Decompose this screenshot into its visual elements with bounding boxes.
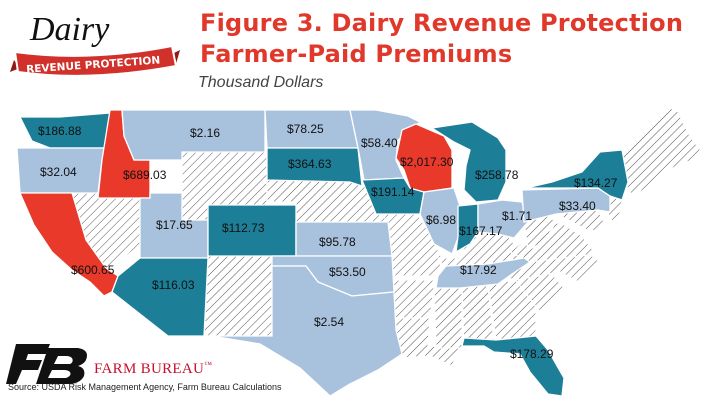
label-ks: $95.78 <box>319 235 356 249</box>
label-az: $116.03 <box>152 278 195 292</box>
label-nd: $78.25 <box>287 122 324 136</box>
data-states <box>16 109 629 397</box>
state-ga <box>487 279 537 341</box>
logo-script-text: Dairy <box>29 11 110 48</box>
label-tx: $2.54 <box>314 315 344 329</box>
label-in: $167.17 <box>459 224 503 238</box>
state-nm <box>203 255 273 337</box>
label-pa: $33.40 <box>559 199 596 213</box>
farm-bureau-logo-mark <box>6 344 87 384</box>
label-wa: $186.88 <box>38 124 82 138</box>
label-co: $112.73 <box>222 221 265 235</box>
trademark-symbol: ™ <box>204 360 213 369</box>
label-mi: $258.78 <box>475 168 519 182</box>
state-value-labels: $186.88 $32.04 $689.03 $600.65 $2.16 $17… <box>38 122 618 361</box>
label-ca: $600.65 <box>71 263 115 277</box>
state-sd <box>266 147 363 187</box>
figure-title: Figure 3. Dairy Revenue Protection Farme… <box>200 8 683 70</box>
label-wi: $2,017.30 <box>400 155 454 169</box>
label-oh: $1.71 <box>502 209 532 223</box>
state-ca <box>19 192 119 297</box>
label-ia: $191.14 <box>371 185 415 199</box>
title-line-1: Figure 3. Dairy Revenue Protection <box>200 9 684 37</box>
state-az <box>111 257 209 337</box>
state-mn <box>349 109 422 181</box>
state-oh <box>477 199 529 239</box>
label-il: $6.98 <box>426 213 456 227</box>
state-ms <box>433 287 463 349</box>
state-il <box>419 187 461 255</box>
state-ny <box>525 149 629 201</box>
state-mi <box>430 121 507 203</box>
publisher-name: FARM BUREAU <box>94 361 205 377</box>
source-note: Source: USDA Risk Management Agency, Far… <box>8 382 282 392</box>
label-ok: $53.50 <box>329 265 366 279</box>
label-ut: $17.65 <box>156 218 193 232</box>
state-new-england <box>621 107 703 197</box>
label-mn: $58.40 <box>361 136 398 150</box>
title-line-2: Farmer-Paid Premiums <box>200 40 513 68</box>
label-fl: $178.29 <box>510 347 554 361</box>
label-ny: $134.27 <box>574 176 618 190</box>
no-data-states <box>71 107 703 367</box>
label-id: $689.03 <box>123 168 167 182</box>
label-sd: $364.63 <box>288 157 332 171</box>
label-tn: $17.92 <box>460 263 497 277</box>
state-fl <box>461 335 565 397</box>
subtitle: Thousand Dollars <box>198 74 324 91</box>
label-or: $32.04 <box>40 165 77 179</box>
state-tx <box>204 265 403 397</box>
state-tn <box>435 257 532 289</box>
label-mt: $2.16 <box>190 126 220 140</box>
dairy-revenue-protection-logo: Dairy REVENUE PROTECTION <box>10 11 180 77</box>
farm-bureau-wordmark: FARM BUREAU™ <box>94 360 212 378</box>
